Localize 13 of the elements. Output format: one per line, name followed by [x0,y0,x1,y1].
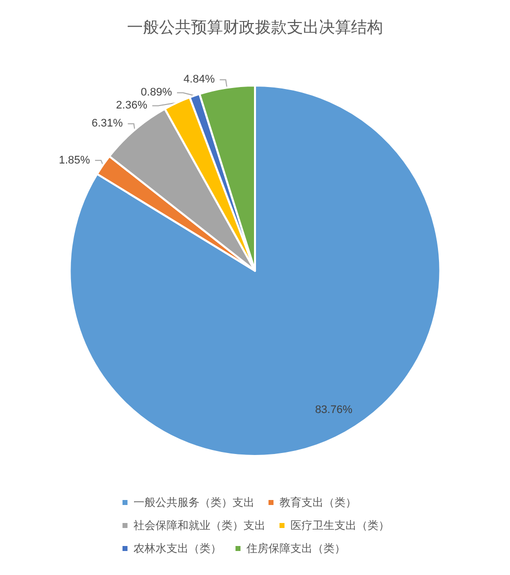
legend-label: 住房保障支出（类） [246,542,346,555]
data-label: 0.89% [140,86,172,99]
data-label: 4.84% [184,74,215,86]
legend-label: 农林水支出（类） [134,542,222,555]
legend-label: 医疗卫生支出（类） [290,519,390,532]
data-label: 2.36% [116,100,148,112]
chart-title: 一般公共预算财政拨款支出决算结构 [127,18,383,36]
legend-label: 社会保障和就业（类）支出 [134,519,266,532]
data-label: 6.31% [92,118,124,130]
legend-label: 一般公共服务（类）支出 [134,496,254,509]
data-label: 83.76% [315,404,353,416]
data-label: 1.85% [58,154,90,166]
legend-label: 教育支出（类） [280,496,356,509]
